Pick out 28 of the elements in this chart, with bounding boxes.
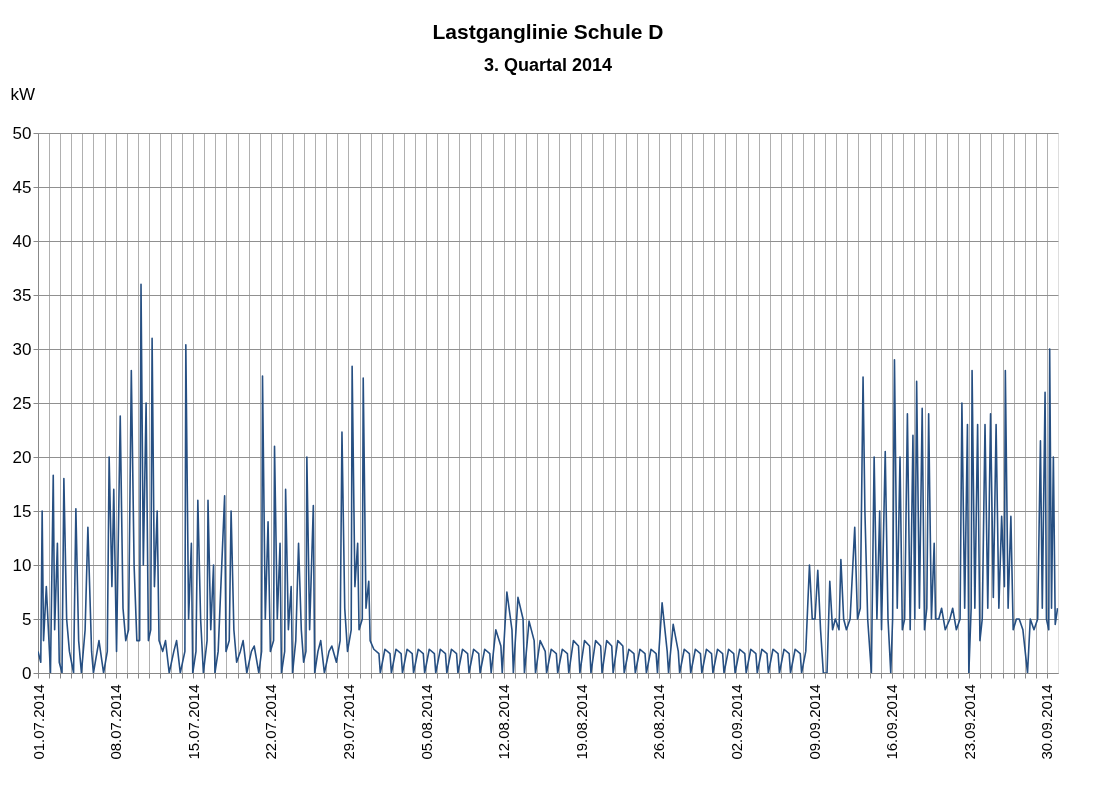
y-tick-label: 50 xyxy=(12,123,32,143)
y-tick-label: 5 xyxy=(22,609,32,629)
y-tick-label: 40 xyxy=(12,231,32,251)
x-tick-label: 26.08.2014 xyxy=(650,684,668,760)
y-tick-label: 30 xyxy=(12,339,32,359)
x-tick-label: 09.09.2014 xyxy=(805,684,823,760)
chart-subtitle: 3. Quartal 2014 xyxy=(483,55,613,75)
y-tick-label: 20 xyxy=(12,447,32,467)
y-tick-label: 0 xyxy=(22,663,32,683)
x-tick-label: 02.09.2014 xyxy=(727,684,745,760)
x-tick-label: 23.09.2014 xyxy=(960,684,978,760)
x-tick-label: 22.07.2014 xyxy=(262,684,280,760)
x-tick-label: 19.08.2014 xyxy=(572,684,590,760)
x-tick-label: 29.07.2014 xyxy=(339,684,357,760)
x-tick-label: 08.07.2014 xyxy=(107,684,125,760)
y-tick-label: 10 xyxy=(12,555,32,575)
x-tick-label: 30.09.2014 xyxy=(1038,684,1056,760)
y-tick-label: 25 xyxy=(12,393,32,413)
y-tick-label: 15 xyxy=(12,501,32,521)
x-tick-label: 01.07.2014 xyxy=(29,684,47,760)
y-tick-label: 45 xyxy=(12,177,32,197)
y-axis-title: kW xyxy=(10,84,36,104)
x-tick-label: 15.07.2014 xyxy=(184,684,202,760)
x-tick-label: 16.09.2014 xyxy=(883,684,901,760)
x-tick-label: 05.08.2014 xyxy=(417,684,435,760)
chart-title: Lastganglinie Schule D xyxy=(432,20,664,43)
y-tick-label: 35 xyxy=(12,285,32,305)
x-tick-label: 12.08.2014 xyxy=(495,684,513,760)
